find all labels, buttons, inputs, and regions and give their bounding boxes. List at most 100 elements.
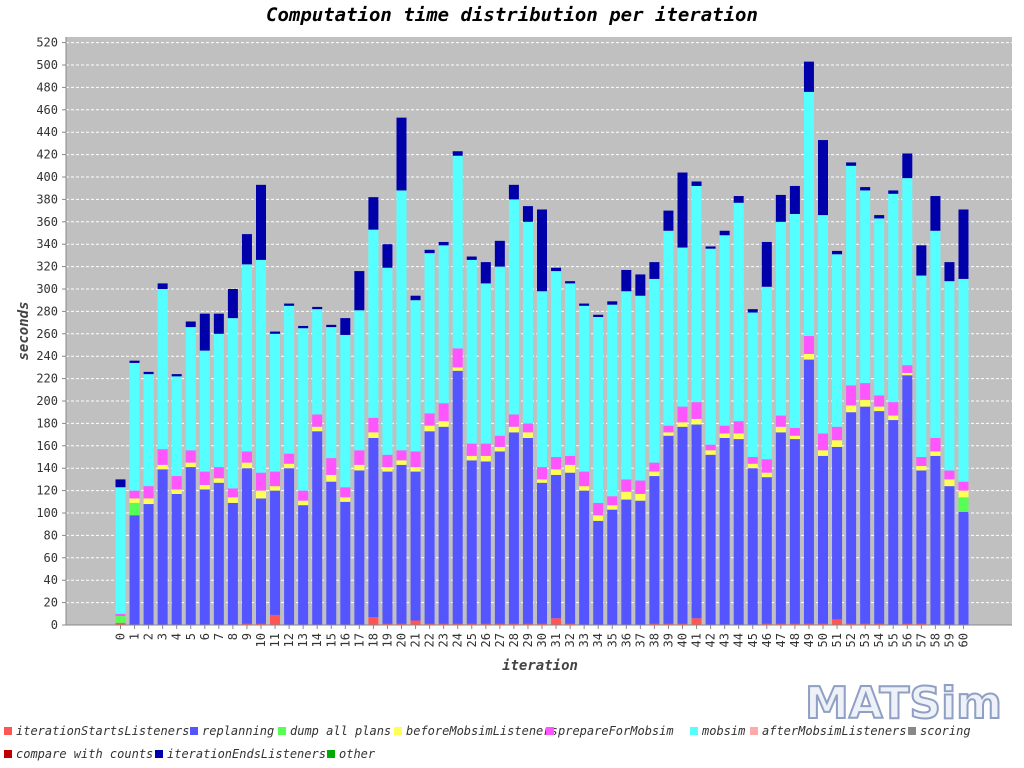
bar-segment (143, 374, 154, 487)
bar-segment (860, 406, 871, 624)
bar-segment (452, 151, 463, 156)
x-tick-label: 9 (240, 633, 254, 640)
bar-segment (593, 520, 604, 625)
bar-segment (719, 230, 730, 236)
bar-segment (312, 414, 323, 427)
bar-segment (508, 184, 519, 200)
bar-segment (410, 467, 421, 472)
bar-segment (466, 259, 477, 444)
legend-label: compare with counts (16, 747, 153, 761)
bar-segment (452, 155, 463, 349)
x-axis-label: iteration (502, 658, 578, 674)
legend-swatch (327, 750, 335, 758)
bar-segment (635, 274, 646, 296)
bar-segment (241, 623, 252, 625)
bar-segment (115, 616, 126, 623)
bar-segment (846, 162, 857, 166)
bar-segment (663, 230, 674, 426)
x-tick-label: 8 (226, 633, 240, 640)
bar-segment (733, 421, 744, 434)
bar-segment (494, 623, 505, 625)
legend-swatch (546, 727, 554, 735)
bar-segment (944, 479, 955, 487)
legend-swatch (394, 727, 402, 735)
y-tick-label: 0 (51, 618, 58, 632)
x-tick-label: 11 (268, 633, 282, 647)
bar-segment (621, 291, 632, 480)
bar-segment (480, 443, 491, 456)
y-tick-label: 20 (44, 596, 58, 610)
bar-segment (537, 467, 547, 480)
y-tick-label: 120 (36, 484, 58, 498)
bar-segment (298, 505, 309, 625)
bar-segment (860, 187, 871, 191)
bar-segment (621, 499, 632, 625)
legend-label: scoring (920, 724, 971, 738)
bar-segment (213, 467, 224, 479)
y-tick-label: 300 (36, 282, 58, 296)
x-tick-label: 2 (142, 633, 156, 640)
y-axis-ticks: 0 20 40 60 80 100 120 140 160 180 200 220 240 260 280 3… (36, 36, 66, 632)
bar-segment (424, 413, 435, 426)
bar-segment (508, 623, 519, 625)
legend-label: other (339, 747, 376, 761)
bar-segment (270, 331, 281, 334)
bar-segment (902, 623, 913, 625)
bar-segment (579, 486, 590, 491)
bar-segment (579, 303, 590, 306)
x-tick-label: 60 (957, 633, 971, 647)
x-tick-label: 26 (479, 633, 493, 647)
bar-segment (129, 360, 140, 363)
bar-segment (494, 451, 505, 624)
bar-segment (522, 623, 533, 625)
x-tick-label: 44 (732, 633, 746, 647)
bar-segment (185, 321, 196, 328)
y-tick-label: 460 (36, 103, 58, 117)
legend: iterationStartsListeners replanning dump a… (4, 724, 971, 761)
bar-segment (522, 206, 533, 222)
x-axis-ticks: 0 1 2 3 4 5 6 7 8 9 10 11 12 13 14 15 16 17 18 19 20 21 22 23 24… (114, 625, 971, 647)
bar-segment (227, 289, 238, 319)
bar-segment (284, 468, 295, 625)
y-tick-label: 400 (36, 170, 58, 184)
bar-segment (171, 374, 182, 377)
bar-segment (199, 489, 210, 625)
bar-segment (874, 215, 885, 219)
bar-segment (382, 267, 393, 455)
bar-segment (846, 165, 857, 386)
legend-label: iterationEndsListeners (167, 747, 326, 761)
y-tick-label: 480 (36, 80, 58, 94)
bar-segment (593, 317, 604, 503)
y-tick-label: 200 (36, 394, 58, 408)
legend-swatch (4, 727, 12, 735)
bar-segment (789, 213, 800, 428)
bar-segment (916, 275, 927, 457)
bar-segment (818, 433, 828, 451)
bar-segment (621, 479, 632, 492)
bar-segment (340, 501, 351, 625)
x-tick-label: 55 (886, 633, 900, 647)
bar-segment (719, 235, 730, 426)
bar-segment (537, 482, 547, 624)
x-tick-label: 36 (619, 633, 633, 647)
bar-segment (340, 487, 351, 498)
bar-segment (213, 478, 224, 483)
bar-segment (705, 246, 716, 249)
x-tick-label: 5 (184, 633, 198, 640)
bar-segment (761, 286, 772, 460)
bar-segment (733, 202, 744, 422)
bar-segment (270, 614, 281, 625)
bar-segment (396, 464, 407, 624)
bar-segment (747, 457, 758, 464)
bar-segment (775, 221, 786, 416)
bar-segment (354, 271, 365, 311)
x-tick-label: 34 (591, 633, 605, 647)
bar-segment (368, 417, 379, 433)
y-axis-label: seconds (16, 301, 32, 360)
y-tick-label: 220 (36, 372, 58, 386)
bar-segment (916, 457, 927, 466)
x-tick-label: 17 (352, 633, 366, 647)
bar-segment (691, 424, 702, 619)
bar-segment (691, 181, 702, 186)
x-tick-label: 12 (282, 633, 296, 647)
